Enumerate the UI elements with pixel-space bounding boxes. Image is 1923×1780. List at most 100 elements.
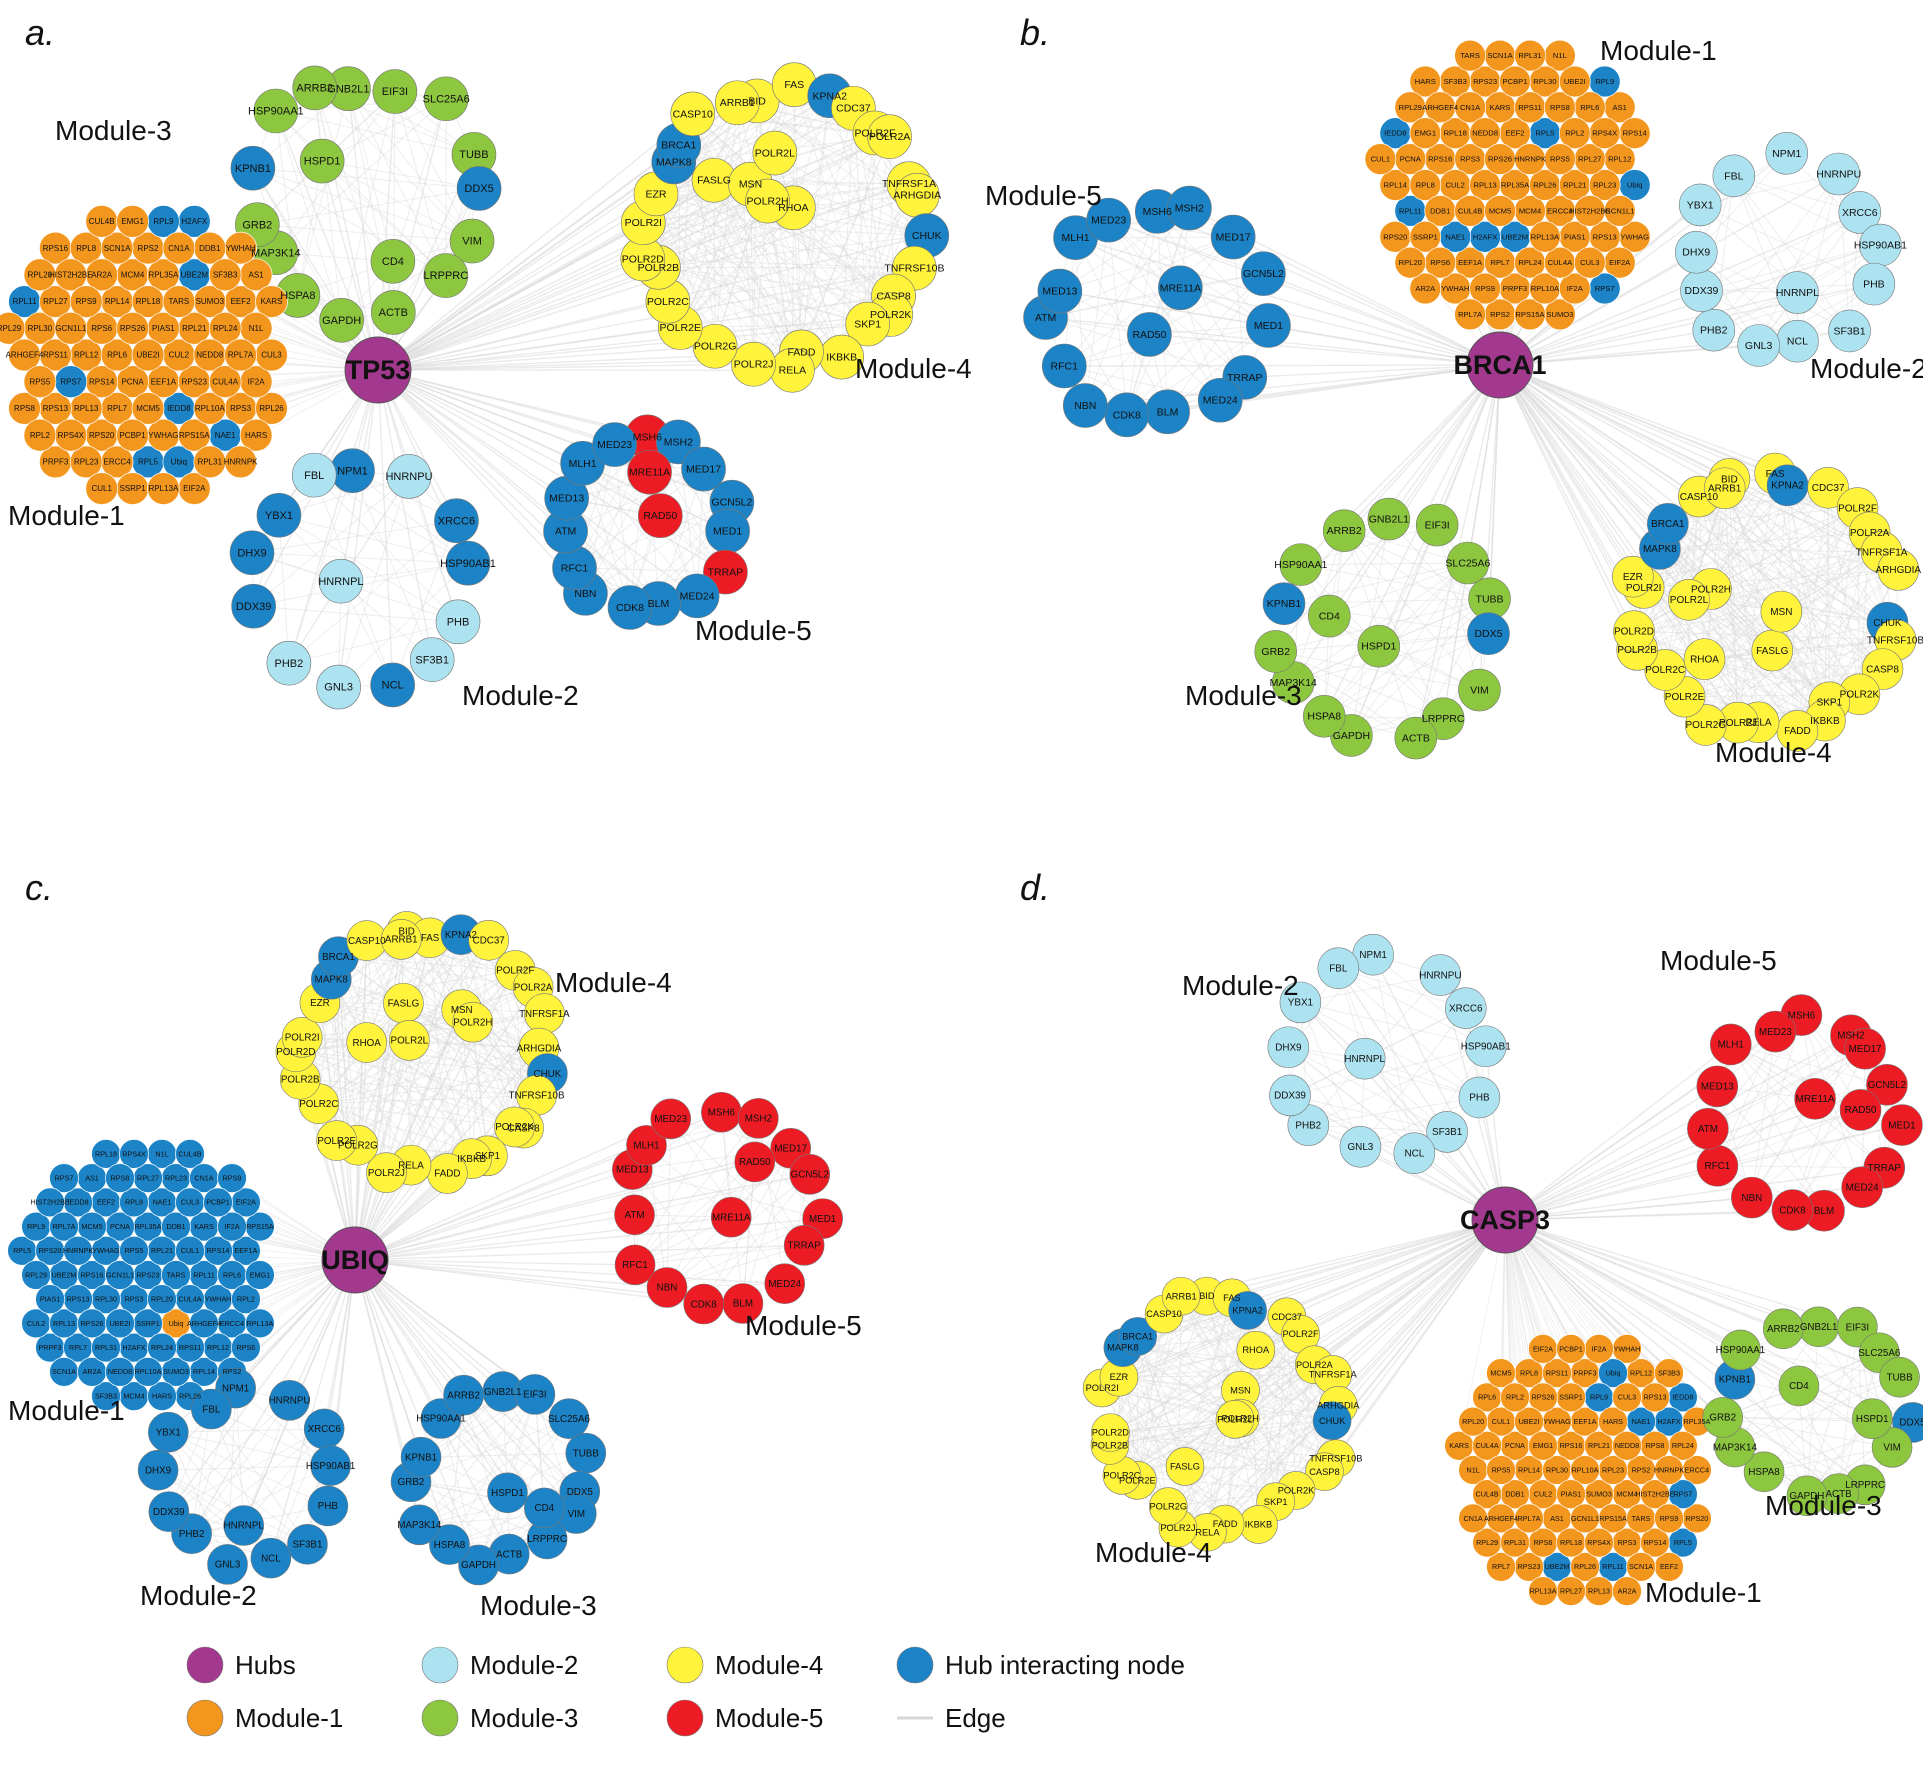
svg-text:RPL21: RPL21	[151, 1246, 173, 1255]
svg-text:TARS: TARS	[1460, 51, 1480, 60]
svg-text:RPL23: RPL23	[74, 458, 99, 467]
svg-text:RPS4X: RPS4X	[58, 431, 85, 440]
svg-text:MSN: MSN	[1230, 1385, 1251, 1395]
svg-text:ARRB2: ARRB2	[447, 1390, 480, 1401]
svg-text:SCN1A: SCN1A	[1629, 1562, 1653, 1571]
svg-text:FBL: FBL	[304, 470, 324, 482]
svg-text:YWHAG: YWHAG	[92, 1246, 120, 1255]
svg-text:MAPK8: MAPK8	[1107, 1343, 1139, 1353]
svg-text:POLR2K: POLR2K	[495, 1122, 534, 1133]
svg-text:RPS11: RPS11	[43, 351, 68, 360]
svg-text:RPS4X: RPS4X	[1592, 129, 1617, 138]
svg-text:AS1: AS1	[1613, 103, 1627, 112]
svg-text:NAE1: NAE1	[153, 1198, 172, 1207]
svg-text:ARRB1: ARRB1	[720, 97, 755, 109]
svg-text:RPS6: RPS6	[1430, 258, 1450, 267]
svg-text:DDX39: DDX39	[1274, 1091, 1306, 1102]
svg-text:MCM4: MCM4	[1519, 206, 1541, 215]
svg-text:EEF1A: EEF1A	[235, 1246, 258, 1255]
svg-text:RPL30: RPL30	[1533, 77, 1556, 86]
svg-text:ARRB1: ARRB1	[385, 935, 418, 946]
svg-text:CDC37: CDC37	[1812, 483, 1845, 494]
svg-text:TARS: TARS	[167, 1270, 186, 1279]
svg-text:RPS11: RPS11	[1518, 103, 1542, 112]
svg-text:FAS: FAS	[421, 933, 440, 944]
svg-text:RPL21: RPL21	[1588, 1441, 1610, 1450]
svg-text:MED23: MED23	[1759, 1027, 1792, 1038]
svg-text:RPS13: RPS13	[1644, 1393, 1667, 1402]
svg-text:XRCC6: XRCC6	[1449, 1003, 1483, 1014]
svg-text:BLM: BLM	[733, 1299, 753, 1310]
svg-text:MLH1: MLH1	[569, 458, 597, 470]
svg-text:HSPD1: HSPD1	[1856, 1414, 1889, 1425]
svg-text:NAE1: NAE1	[215, 431, 236, 440]
svg-text:TARS: TARS	[169, 297, 190, 306]
svg-text:BRCA1: BRCA1	[1651, 519, 1685, 530]
svg-text:CASP10: CASP10	[348, 936, 386, 947]
svg-text:IEDD8: IEDD8	[1672, 1393, 1693, 1402]
svg-text:a.: a.	[25, 12, 55, 53]
svg-text:MAP3K14: MAP3K14	[397, 1520, 442, 1531]
svg-text:MED17: MED17	[774, 1144, 807, 1155]
svg-text:CUL2: CUL2	[169, 351, 190, 360]
svg-text:YWHAH: YWHAH	[1614, 1344, 1641, 1353]
svg-text:IKBKB: IKBKB	[826, 352, 857, 364]
svg-text:PHB2: PHB2	[275, 658, 304, 670]
svg-text:RPS5: RPS5	[125, 1246, 144, 1255]
svg-text:TNFRSF10B: TNFRSF10B	[884, 263, 944, 275]
svg-text:SF3B1: SF3B1	[1432, 1127, 1463, 1138]
svg-text:DHX9: DHX9	[145, 1465, 171, 1476]
svg-text:FAS: FAS	[784, 79, 804, 91]
svg-text:CUL4B: CUL4B	[178, 1149, 201, 1158]
svg-text:CDK8: CDK8	[691, 1299, 718, 1310]
svg-text:RPL2: RPL2	[30, 431, 51, 440]
svg-text:SUMO3: SUMO3	[163, 1367, 189, 1376]
svg-text:RPL7: RPL7	[107, 404, 128, 413]
svg-text:SF3B3: SF3B3	[1658, 1369, 1680, 1378]
svg-text:ATM: ATM	[1035, 312, 1056, 324]
svg-text:GCN1L1: GCN1L1	[1605, 206, 1635, 215]
svg-text:SLC25A6: SLC25A6	[1858, 1348, 1900, 1359]
svg-text:FASLG: FASLG	[697, 175, 731, 187]
svg-text:MSH2: MSH2	[664, 436, 693, 448]
svg-text:RPS20: RPS20	[89, 431, 115, 440]
svg-text:GNL3: GNL3	[1745, 340, 1773, 352]
svg-text:RPL35A: RPL35A	[1684, 1417, 1711, 1426]
svg-text:SCN1A: SCN1A	[1487, 51, 1513, 60]
svg-text:MED17: MED17	[1216, 232, 1251, 244]
svg-text:RPL14: RPL14	[193, 1367, 215, 1376]
svg-text:RPL7A: RPL7A	[53, 1222, 76, 1231]
svg-text:KARS: KARS	[1449, 1441, 1469, 1450]
svg-text:MED1: MED1	[809, 1214, 836, 1225]
svg-text:MED1: MED1	[1254, 320, 1283, 332]
svg-text:LRPPRC: LRPPRC	[527, 1534, 567, 1545]
svg-text:POLR2G: POLR2G	[694, 341, 737, 353]
svg-text:Module-3: Module-3	[1185, 680, 1302, 711]
svg-text:RPL9: RPL9	[27, 1222, 45, 1231]
svg-text:ARRB1: ARRB1	[1708, 484, 1742, 495]
svg-text:H2AFX: H2AFX	[122, 1343, 145, 1352]
svg-text:POLR2I: POLR2I	[1086, 1383, 1119, 1393]
svg-text:RPL27: RPL27	[137, 1174, 159, 1183]
svg-text:ARHGDIA: ARHGDIA	[1317, 1400, 1360, 1410]
svg-text:CN1A: CN1A	[168, 244, 190, 253]
svg-text:RPS13: RPS13	[67, 1295, 90, 1304]
svg-text:RPL8: RPL8	[76, 244, 97, 253]
svg-text:CASP10: CASP10	[1146, 1309, 1182, 1319]
svg-text:Module-3: Module-3	[1765, 1490, 1882, 1521]
svg-text:HNRNPL: HNRNPL	[318, 576, 363, 588]
svg-text:RPL8: RPL8	[1520, 1369, 1538, 1378]
svg-text:GAPDH: GAPDH	[1333, 730, 1370, 742]
svg-text:HSP90AA1: HSP90AA1	[248, 106, 304, 118]
svg-text:RPS13: RPS13	[43, 404, 69, 413]
svg-text:YBX1: YBX1	[265, 510, 293, 522]
svg-text:MLH1: MLH1	[1718, 1040, 1745, 1051]
svg-text:RPL9: RPL9	[1595, 77, 1614, 86]
svg-text:RPL6: RPL6	[107, 351, 128, 360]
svg-text:RPL5: RPL5	[1535, 129, 1554, 138]
svg-text:MSH6: MSH6	[1788, 1010, 1816, 1021]
svg-text:HSPD1: HSPD1	[304, 156, 341, 168]
svg-text:RPS15A: RPS15A	[179, 431, 210, 440]
svg-text:MED23: MED23	[654, 1114, 687, 1125]
svg-text:MED1: MED1	[1888, 1120, 1916, 1131]
